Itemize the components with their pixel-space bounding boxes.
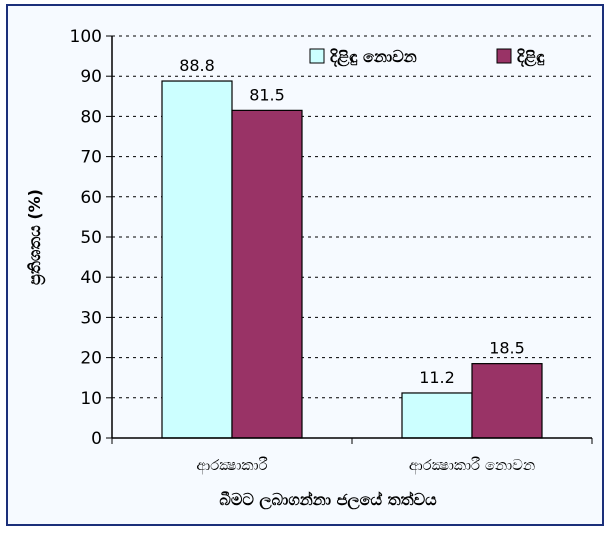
bar-poor-2 xyxy=(471,363,543,439)
data-label: 88.8 xyxy=(179,56,215,75)
x-axis-title: බීමට ලබාගන්නා ජලයේ තත්වය xyxy=(219,490,437,511)
y-tick-labels: 0 10 20 30 40 50 60 70 80 90 100 xyxy=(70,27,102,449)
legend-swatch-poor xyxy=(496,48,512,64)
y-tick-label: 60 xyxy=(80,188,102,208)
y-tick-label: 0 xyxy=(91,429,102,449)
y-tick-label: 80 xyxy=(80,107,102,127)
data-labels: 88.8 81.5 11.2 18.5 xyxy=(179,56,525,387)
legend-label-not-poor: දිළිඳු නොවන xyxy=(330,47,417,68)
chart-frame xyxy=(6,4,604,526)
y-tick-label: 10 xyxy=(80,389,102,409)
y-tick-label: 50 xyxy=(80,228,102,248)
y-tick-label: 30 xyxy=(80,308,102,328)
bar-not-poor-2 xyxy=(401,392,473,439)
bar-not-poor-1 xyxy=(161,80,233,439)
y-tick-label: 70 xyxy=(80,148,102,168)
data-label: 18.5 xyxy=(489,339,525,358)
category-label: ආරක්‍ෂාකාරී xyxy=(196,456,267,475)
y-tick-label: 90 xyxy=(80,67,102,87)
category-labels: ආරක්‍ෂාකාරී ආරක්‍ෂාකාරී නොවන xyxy=(196,456,535,475)
axes xyxy=(106,35,593,444)
legend-label-poor: දිළිඳු xyxy=(517,47,545,68)
y-tick-label: 100 xyxy=(70,27,102,47)
y-tick-label: 20 xyxy=(80,349,102,369)
bars xyxy=(161,80,543,439)
y-axis-title: ප්‍රතිශතය (%) xyxy=(25,189,46,285)
category-label: ආරක්‍ෂාකාරී නොවන xyxy=(409,456,535,475)
data-label: 11.2 xyxy=(419,368,455,387)
legend: දිළිඳු නොවන දිළිඳු xyxy=(309,47,545,68)
legend-swatch-not-poor xyxy=(309,48,325,64)
bar-poor-1 xyxy=(231,109,303,439)
data-label: 81.5 xyxy=(249,85,285,104)
y-tick-label: 40 xyxy=(80,268,102,288)
